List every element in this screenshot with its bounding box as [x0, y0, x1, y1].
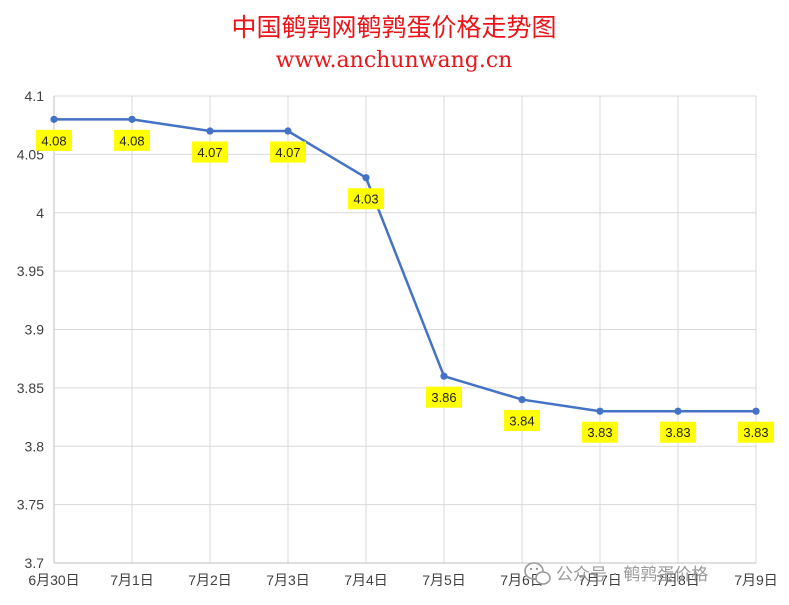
data-label-bg — [738, 421, 774, 443]
data-point — [518, 395, 526, 404]
data-label: 4.08 — [119, 133, 144, 148]
data-label: 4.03 — [353, 192, 378, 207]
watermark: 公众号 · 鹌鹑蛋价格 — [524, 562, 708, 585]
data-label-bg — [504, 410, 540, 432]
data-label-bg — [426, 386, 462, 408]
data-label: 4.07 — [197, 145, 222, 160]
x-tick-label: 7月4日 — [344, 572, 388, 588]
y-tick-label: 3.9 — [25, 322, 45, 338]
x-tick-label: 7月3日 — [266, 572, 310, 588]
y-tick-label: 3.95 — [17, 263, 44, 279]
y-tick-label: 3.75 — [17, 497, 44, 513]
data-point — [596, 407, 604, 415]
watermark-text: 公众号 · 鹌鹑蛋价格 — [556, 565, 708, 585]
x-tick-label: 7月5日 — [422, 572, 466, 588]
y-tick-label: 3.85 — [17, 380, 44, 396]
chart-title: 中国鹌鹑网鹌鹑蛋价格走势图 — [231, 13, 556, 42]
y-tick-label: 3.8 — [25, 438, 45, 454]
data-point — [674, 407, 682, 415]
data-point — [362, 174, 370, 182]
y-tick-label: 3.7 — [25, 555, 45, 571]
data-labels: 4.08 4.08 4.07 4.07 4.03 3.86 3.84 3.83 3.83 3.83 — [36, 129, 774, 443]
data-label-bg — [660, 421, 696, 443]
gridlines — [53, 95, 757, 564]
data-label-bg — [582, 421, 618, 443]
series-line — [54, 118, 756, 413]
y-tick-label: 4.1 — [25, 88, 45, 104]
wechat-icon — [524, 562, 551, 585]
data-point — [206, 127, 214, 135]
x-tick-label: 7月9日 — [734, 572, 778, 588]
x-tick-label: 7月1日 — [110, 572, 154, 588]
x-tick-label: 7月2日 — [188, 572, 232, 588]
y-tick-label: 4 — [36, 205, 44, 221]
x-tick-label: 7月6日 — [500, 572, 544, 588]
chart-subtitle: www.anchunwang.cn — [276, 48, 513, 73]
data-label: 3.83 — [743, 425, 768, 440]
data-label: 3.84 — [509, 414, 534, 429]
data-label: 4.08 — [41, 133, 66, 148]
data-label: 3.86 — [431, 390, 456, 405]
data-point — [440, 372, 448, 380]
data-point — [752, 407, 760, 415]
data-label-bg — [36, 129, 72, 151]
data-label-bg — [348, 188, 384, 210]
data-label-bg — [192, 141, 228, 163]
data-label: 3.83 — [665, 425, 690, 440]
series-line-group — [50, 115, 760, 415]
x-tick-label: 7月7日 — [578, 572, 622, 588]
data-label-bg — [114, 129, 150, 151]
data-label-bg — [270, 141, 306, 163]
data-point — [284, 127, 292, 135]
x-tick-label: 6月30日 — [28, 572, 79, 588]
x-tick-label: 7月8日 — [656, 572, 700, 588]
data-point — [50, 115, 58, 123]
data-point — [128, 115, 136, 123]
data-label: 4.07 — [275, 145, 300, 160]
data-label: 3.83 — [587, 425, 612, 440]
